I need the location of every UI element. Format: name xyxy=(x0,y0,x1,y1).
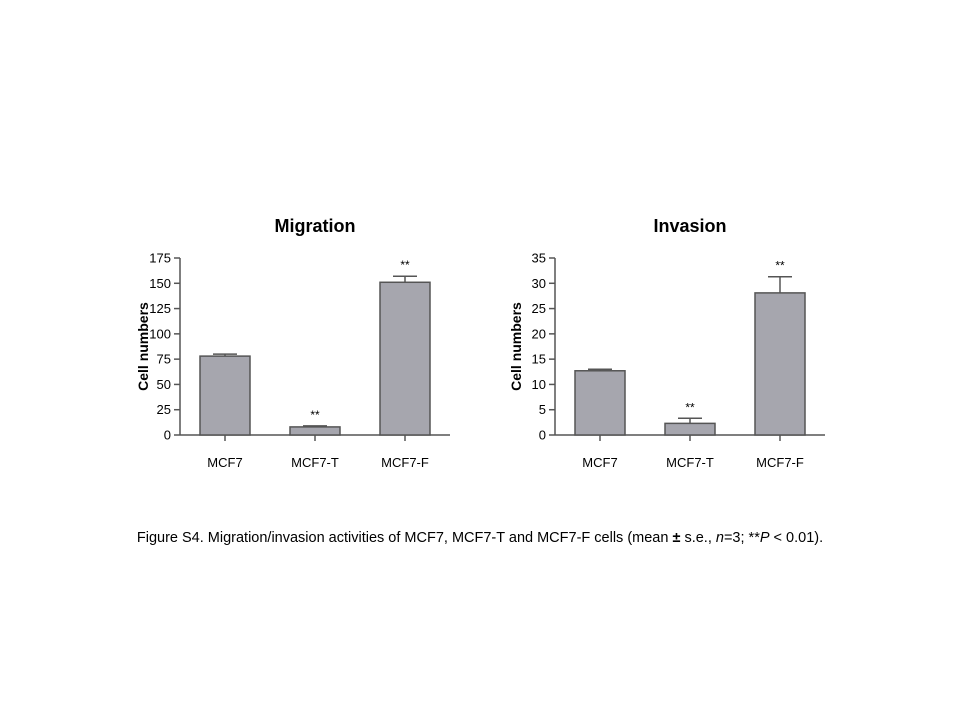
caption-n-value: =3; ** xyxy=(723,530,760,546)
migration-significance-label: ** xyxy=(400,258,410,272)
invasion-significance-label: ** xyxy=(685,400,695,414)
migration-y-tick-label: 75 xyxy=(157,352,171,367)
invasion-category-label: MCF7-T xyxy=(666,455,714,470)
invasion-y-tick-label: 0 xyxy=(539,428,546,443)
migration-category-label: MCF7-T xyxy=(291,455,339,470)
invasion-bar-mcf7-t xyxy=(664,422,716,436)
caption-prefix: Figure S4. Migration/invasion activities… xyxy=(136,530,673,546)
migration-y-axis-label: Cell numbers xyxy=(135,302,151,391)
invasion-chart: Invasion Cell numbers 0 5 10 15 20 25 30 35 MCF7 MC… xyxy=(508,216,825,470)
invasion-category-label: MCF7 xyxy=(582,455,617,470)
migration-chart-title: Migration xyxy=(275,216,356,236)
migration-y-tick-label: 175 xyxy=(149,251,171,266)
migration-y-tick-label: 50 xyxy=(157,377,171,392)
invasion-y-tick-label: 25 xyxy=(532,301,546,316)
caption-p-variable: P xyxy=(759,530,770,546)
migration-y-tick-label: 150 xyxy=(149,276,171,291)
invasion-significance-label: ** xyxy=(775,259,785,273)
migration-y-tick-label: 25 xyxy=(157,402,171,417)
invasion-category-label: MCF7-F xyxy=(756,455,804,470)
invasion-bar-mcf7 xyxy=(574,370,626,436)
invasion-bar-mcf7-f xyxy=(754,292,806,436)
migration-y-tick-label: 100 xyxy=(149,326,171,341)
migration-category-label: MCF7-F xyxy=(381,455,429,470)
invasion-y-tick-label: 15 xyxy=(532,352,546,367)
caption-n-variable: n xyxy=(715,530,724,546)
caption-plus-minus: ± xyxy=(672,530,681,546)
invasion-chart-title: Invasion xyxy=(653,216,726,236)
figure-caption: Figure S4. Migration/invasion activities… xyxy=(0,530,960,546)
migration-y-tick-label: 125 xyxy=(149,301,171,316)
migration-bar-mcf7-f xyxy=(379,281,431,436)
invasion-y-tick-label: 30 xyxy=(532,276,546,291)
invasion-y-tick-label: 20 xyxy=(532,326,546,341)
migration-bar-mcf7-t xyxy=(289,426,341,436)
invasion-y-tick-label: 35 xyxy=(532,251,546,266)
invasion-y-tick-label: 5 xyxy=(539,402,546,417)
invasion-y-tick-label: 10 xyxy=(532,377,546,392)
caption-se: s.e., xyxy=(680,530,716,546)
migration-bar-mcf7 xyxy=(199,355,251,436)
migration-category-label: MCF7 xyxy=(207,455,242,470)
invasion-y-axis-label: Cell numbers xyxy=(508,302,524,391)
migration-chart: Migration Cell numbers 0 25 50 75 100 125 150 175… xyxy=(135,216,450,470)
migration-y-tick-label: 0 xyxy=(164,428,171,443)
migration-significance-label: ** xyxy=(310,408,320,422)
caption-p-value: < 0.01). xyxy=(769,530,824,546)
